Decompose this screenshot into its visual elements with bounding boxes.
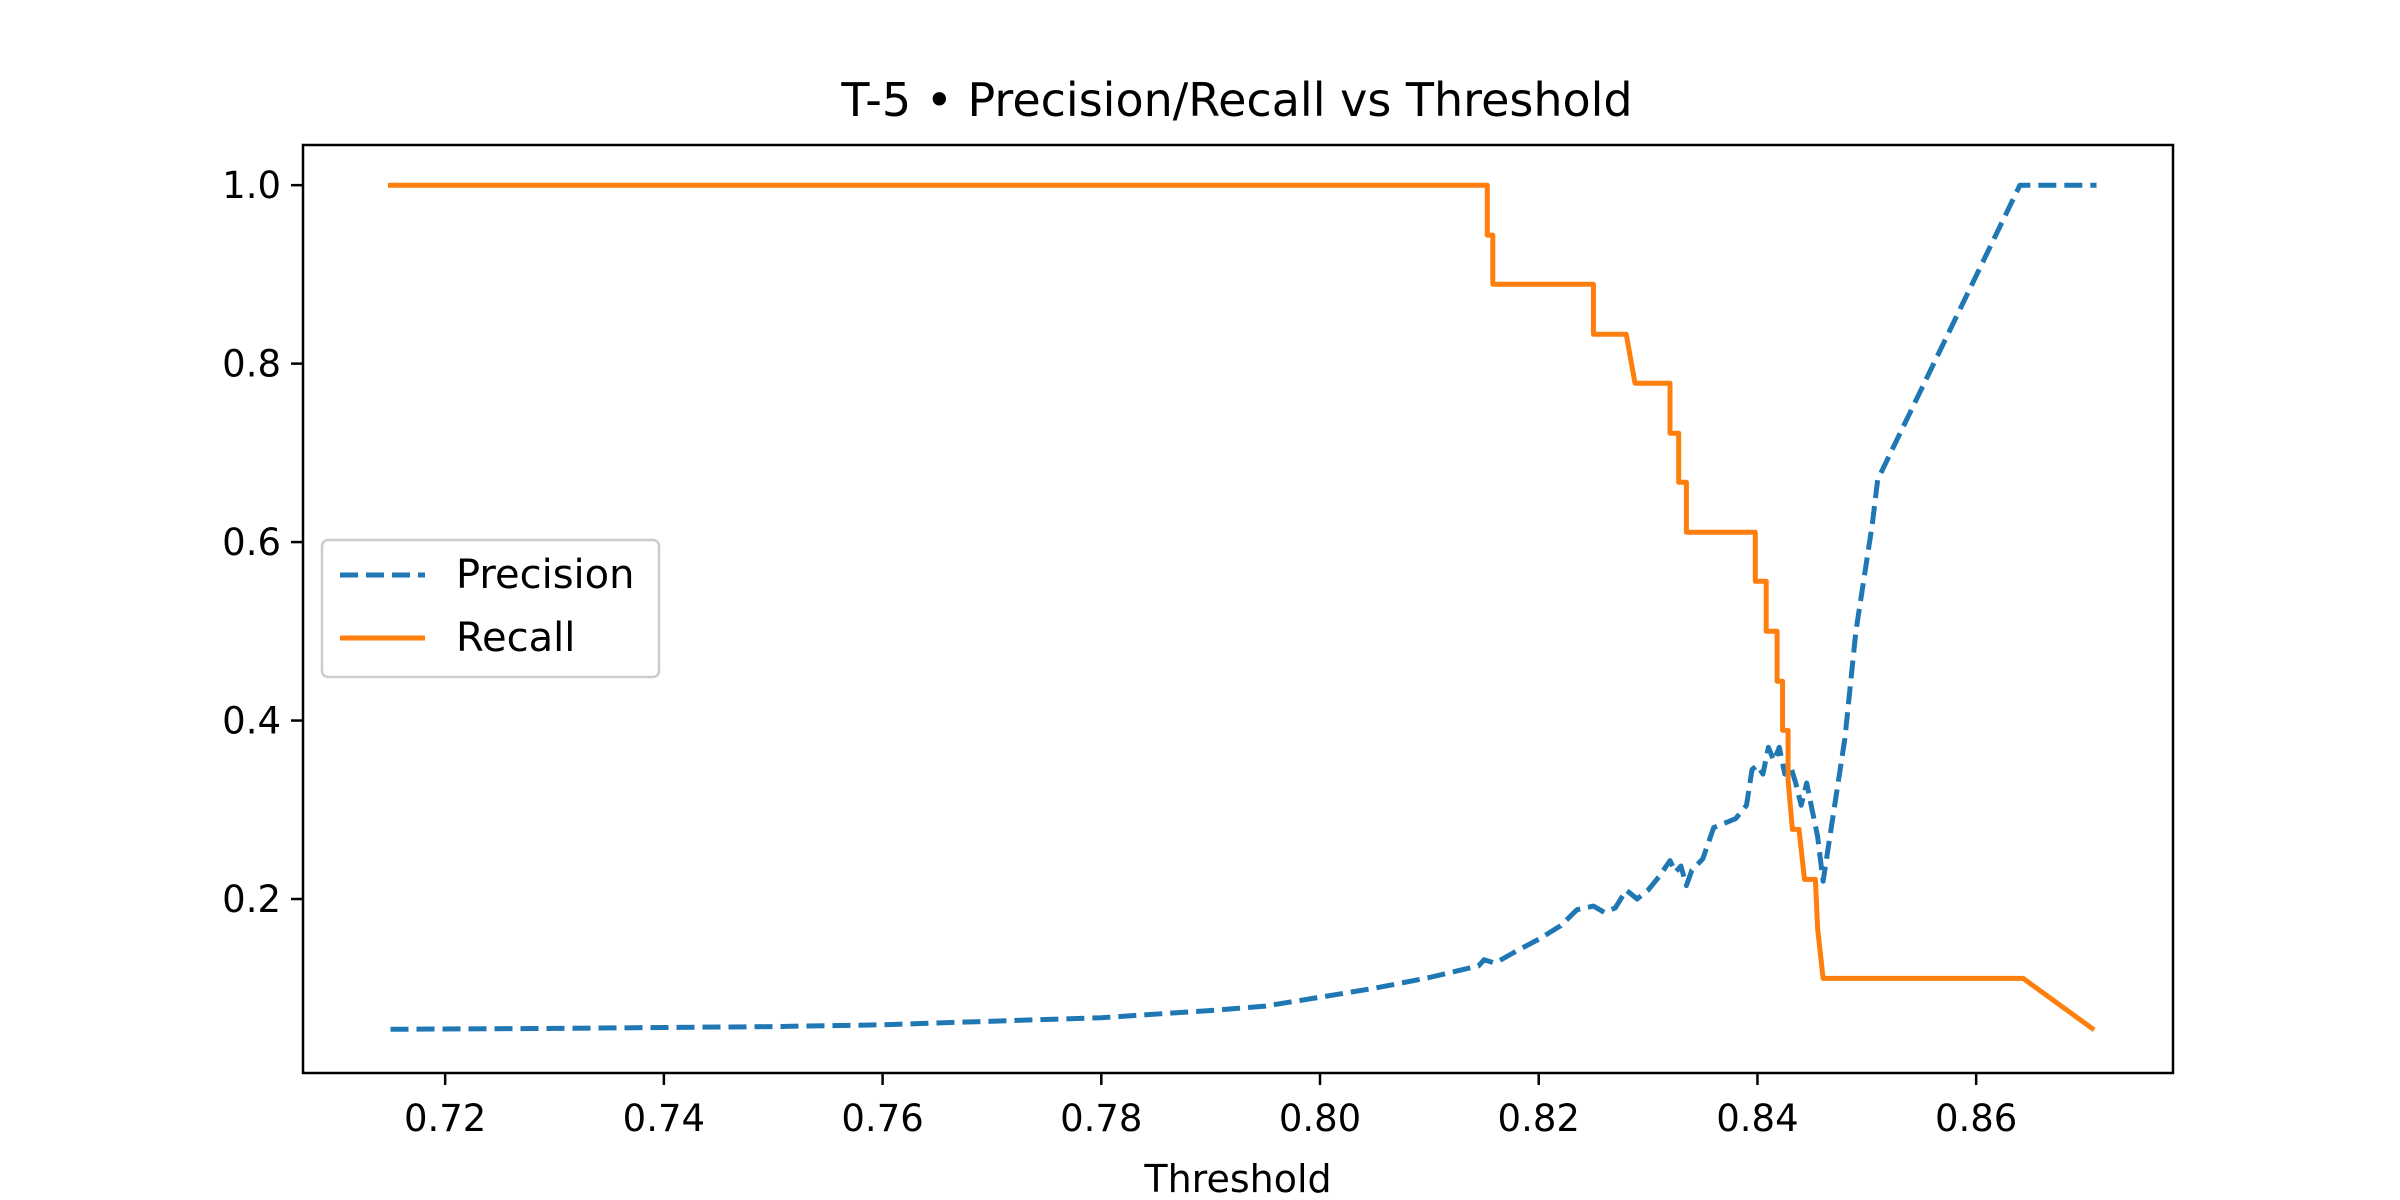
x-tick-label: 0.74 — [623, 1097, 705, 1140]
x-tick-label: 0.72 — [404, 1097, 486, 1140]
y-tick-label: 0.2 — [222, 878, 281, 921]
x-tick-label: 0.78 — [1060, 1097, 1142, 1140]
legend-label-precision: Precision — [456, 552, 634, 598]
x-tick-label: 0.80 — [1279, 1097, 1361, 1140]
legend: Precision Recall — [320, 538, 661, 679]
series-layer — [388, 182, 2097, 1032]
series-line-precision — [390, 182, 2097, 1032]
x-tick-label: 0.76 — [841, 1097, 923, 1140]
y-axis-ticks: 0.2 0.4 0.6 0.8 1.0 — [222, 164, 303, 921]
x-tick-label: 0.86 — [1935, 1097, 2017, 1140]
series-line-recall — [388, 182, 2096, 1032]
y-tick-label: 1.0 — [222, 164, 281, 207]
x-tick-label: 0.84 — [1716, 1097, 1798, 1140]
y-tick-label: 0.6 — [222, 521, 281, 564]
y-tick-label: 0.4 — [222, 700, 281, 743]
legend-label-recall: Recall — [456, 615, 575, 661]
plot-area-frame — [301, 143, 2175, 1075]
y-tick-label: 0.8 — [222, 343, 281, 386]
x-axis-ticks: 0.72 0.74 0.76 0.78 0.80 0.82 0.84 0.86 — [404, 1073, 2017, 1140]
x-axis-label: Threshold — [1143, 1157, 1331, 1200]
chart-title: T-5 • Precision/Recall vs Threshold — [840, 73, 1632, 127]
x-tick-label: 0.82 — [1498, 1097, 1580, 1140]
